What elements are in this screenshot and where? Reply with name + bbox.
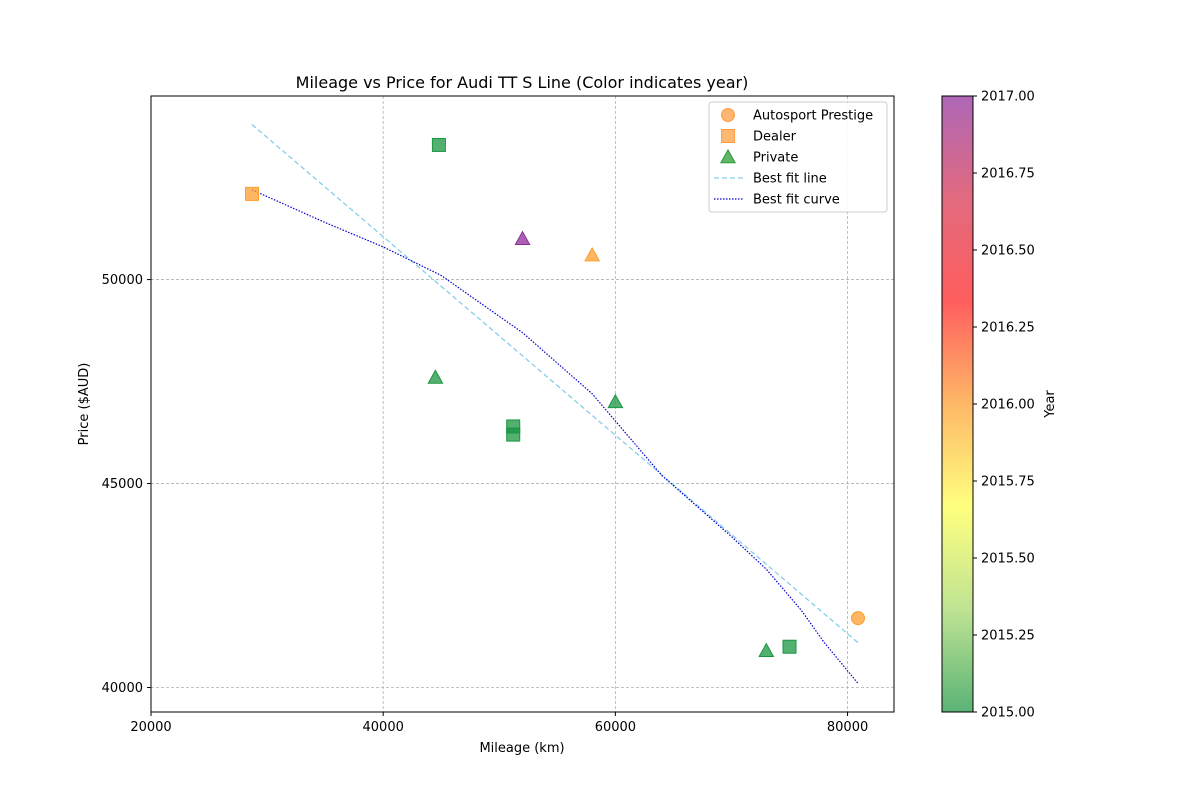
legend-entry-label: Best fit line <box>753 172 827 187</box>
colorbar-tick-label: 2015.25 <box>981 629 1035 644</box>
plot-area-frame <box>150 95 895 713</box>
legend-marker <box>721 129 735 143</box>
y-tick-label: 40000 <box>102 681 143 696</box>
points-layer <box>245 137 866 658</box>
y-tick-label: 45000 <box>102 477 143 492</box>
data-point <box>514 230 531 246</box>
data-point <box>431 137 446 152</box>
colorbar <box>941 95 974 713</box>
legend-box <box>708 101 888 213</box>
legend-entry-label: Dealer <box>753 130 797 145</box>
data-point <box>506 427 521 442</box>
colorbar-tick-label: 2016.50 <box>981 244 1035 259</box>
fit-layer <box>251 124 859 684</box>
x-tick-label: 20000 <box>130 720 171 735</box>
best-fit-line <box>251 124 859 644</box>
y-tick-label: 50000 <box>102 273 143 288</box>
colorbar-tick-label: 2016.75 <box>981 167 1035 182</box>
data-point <box>584 246 601 262</box>
data-point <box>607 393 624 409</box>
x-axis-ticks: 20000 40000 60000 80000 <box>130 712 868 735</box>
data-point <box>782 639 797 654</box>
legend-marker <box>721 108 735 122</box>
legend-entry-label: Private <box>753 151 798 166</box>
colorbar-tick-label: 2016.25 <box>981 321 1035 336</box>
x-axis-label: Mileage (km) <box>479 741 564 756</box>
legend-marker <box>720 148 736 164</box>
colorbar-tick-label: 2016.00 <box>981 398 1035 413</box>
colorbar-tick-label: 2015.75 <box>981 475 1035 490</box>
legend-entry-label: Best fit curve <box>753 193 840 208</box>
colorbar-label: Year <box>1043 390 1058 419</box>
colorbar-tick-label: 2015.00 <box>981 706 1035 721</box>
data-point <box>427 369 444 384</box>
colorbar-tick-label: 2017.00 <box>981 90 1035 105</box>
chart-title: Mileage vs Price for Audi TT S Line (Col… <box>296 73 749 92</box>
legend-entry-label: Autosport Prestige <box>753 109 873 124</box>
data-point <box>758 642 775 658</box>
legend: Autosport Prestige Dealer Private Best fit … <box>708 101 888 213</box>
y-axis-ticks: 40000 45000 50000 <box>102 273 151 696</box>
best-fit-curve <box>251 189 859 684</box>
x-tick-label: 80000 <box>827 720 868 735</box>
colorbar-ticks: 2015.00 2015.25 2015.50 2015.75 2016.00 2016.… <box>973 90 1035 721</box>
x-tick-label: 60000 <box>595 720 636 735</box>
x-tick-label: 40000 <box>363 720 404 735</box>
data-point <box>245 186 260 201</box>
y-axis-label: Price ($AUD) <box>77 363 92 446</box>
colorbar-tick-label: 2015.50 <box>981 552 1035 567</box>
data-point <box>851 611 866 626</box>
